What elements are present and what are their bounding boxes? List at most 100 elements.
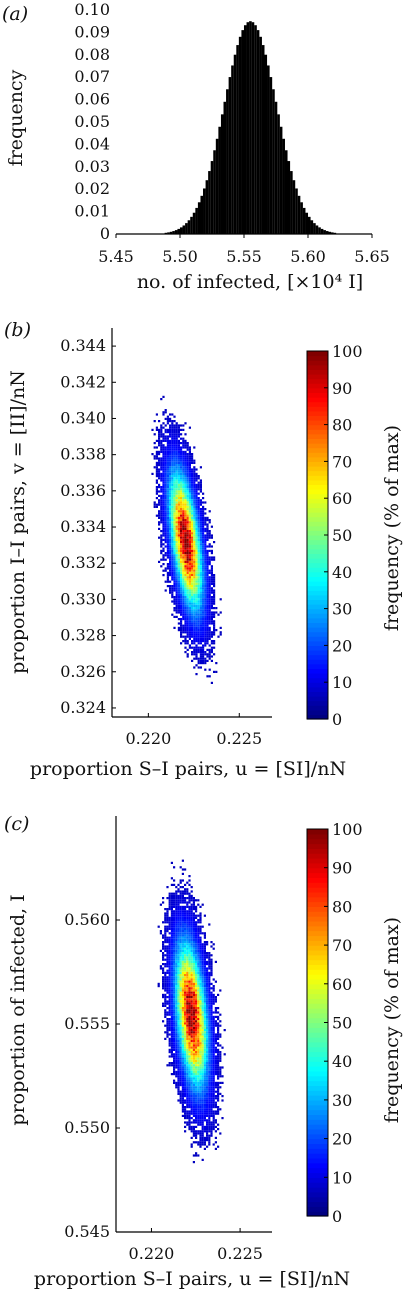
heatmap-cell: [193, 473, 195, 475]
heatmap-cell: [204, 983, 206, 985]
heatmap-cell: [156, 462, 158, 464]
heatmap-cell: [165, 521, 167, 523]
heatmap-cell: [180, 614, 182, 616]
heatmap-cell: [173, 585, 175, 587]
heatmap-cell: [191, 954, 193, 956]
heatmap-cell: [151, 429, 153, 431]
heatmap-cell: [189, 616, 191, 618]
heatmap-cell: [210, 1084, 212, 1086]
heatmap-cell: [189, 506, 191, 508]
heatmap-cell: [195, 1014, 197, 1016]
heatmap-cell: [204, 627, 206, 629]
heatmap-cell: [182, 941, 184, 943]
heatmap-cell: [178, 561, 180, 563]
heatmap-cell: [208, 1009, 210, 1011]
colorbar-segment: [307, 1105, 328, 1110]
heatmap-cell: [186, 945, 188, 947]
heatmap-cell: [204, 1027, 206, 1029]
heatmap-cell: [178, 532, 180, 534]
heatmap-cell: [184, 1055, 186, 1057]
heatmap-cell: [191, 499, 193, 501]
heatmap-cell: [184, 605, 186, 607]
heatmap-cell: [176, 572, 178, 574]
heatmap-cell: [186, 893, 188, 895]
heatmap-cell: [188, 899, 190, 901]
heatmap-cell: [200, 607, 202, 609]
heatmap-cell: [209, 600, 211, 602]
heatmap-cell: [169, 972, 171, 974]
heatmap-cell: [208, 1113, 210, 1115]
heatmap-cell: [198, 563, 200, 565]
heatmap-cell: [169, 548, 171, 550]
heatmap-cell: [187, 627, 189, 629]
heatmap-cell: [177, 1075, 179, 1077]
heatmap-cell: [195, 561, 197, 563]
heatmap-cell: [173, 978, 175, 980]
heatmap-cell: [173, 554, 175, 556]
heatmap-cell: [206, 638, 208, 640]
heatmap-cell: [208, 972, 210, 974]
heatmap-cell: [173, 906, 175, 908]
heatmap-cell: [164, 1031, 166, 1033]
heatmap-cell: [188, 934, 190, 936]
heatmap-cell: [200, 504, 202, 506]
heatmap-cell: [186, 897, 188, 899]
heatmap-cell: [184, 899, 186, 901]
heatmap-cell: [178, 482, 180, 484]
heatmap-cell: [186, 996, 188, 998]
heatmap-cell: [169, 554, 171, 556]
heatmap-cell: [162, 559, 164, 561]
heatmap-cell: [171, 910, 173, 912]
heatmap-cell: [199, 1000, 201, 1002]
heatmap-cell: [171, 928, 173, 930]
heatmap-cell: [211, 545, 213, 547]
heatmap-cell: [169, 515, 171, 517]
heatmap-cell: [191, 1058, 193, 1060]
heatmap-cell: [167, 455, 169, 457]
heatmap-cell: [206, 1038, 208, 1040]
histogram-bar: [203, 188, 206, 234]
heatmap-cell: [162, 413, 164, 415]
heatmap-cell: [208, 1139, 210, 1141]
heatmap-cell: [186, 1113, 188, 1115]
heatmap-cell: [202, 620, 204, 622]
heatmap-cell: [204, 1062, 206, 1064]
heatmap-cell: [211, 622, 213, 624]
heatmap-cell: [186, 1071, 188, 1073]
colorbar-segment: [307, 710, 328, 715]
heatmap-cell: [186, 981, 188, 983]
heatmap-cell: [197, 1091, 199, 1093]
heatmap-cell: [191, 1137, 193, 1139]
heatmap-cell: [166, 952, 168, 954]
heatmap-cell: [204, 1137, 206, 1139]
heatmap-cell: [191, 989, 193, 991]
heatmap-cell: [195, 532, 197, 534]
heatmap-cell: [193, 1055, 195, 1057]
heatmap-cell: [171, 1036, 173, 1038]
heatmap-cell: [186, 919, 188, 921]
heatmap-cell: [184, 563, 186, 565]
heatmap-cell: [197, 948, 199, 950]
heatmap-cell: [198, 658, 200, 660]
heatmap-cell: [197, 1069, 199, 1071]
heatmap-cell: [171, 967, 173, 969]
heatmap-cell: [177, 965, 179, 967]
heatmap-cell: [188, 1055, 190, 1057]
heatmap-cell: [217, 1066, 219, 1068]
heatmap-cell: [180, 1029, 182, 1031]
heatmap-cell: [171, 561, 173, 563]
heatmap-cell: [166, 1011, 168, 1013]
heatmap-cell: [176, 493, 178, 495]
heatmap-cell: [188, 948, 190, 950]
heatmap-cell: [171, 917, 173, 919]
heatmap-cell: [204, 501, 206, 503]
heatmap-cell: [160, 515, 162, 517]
heatmap-cell: [187, 521, 189, 523]
heatmap-cell: [158, 983, 160, 985]
heatmap-cell: [211, 636, 213, 638]
heatmap-cell: [166, 1007, 168, 1009]
colorbar-segment: [307, 586, 328, 591]
heatmap-cell: [199, 985, 201, 987]
heatmap-cell: [197, 1053, 199, 1055]
heatmap-cell: [224, 1053, 226, 1055]
